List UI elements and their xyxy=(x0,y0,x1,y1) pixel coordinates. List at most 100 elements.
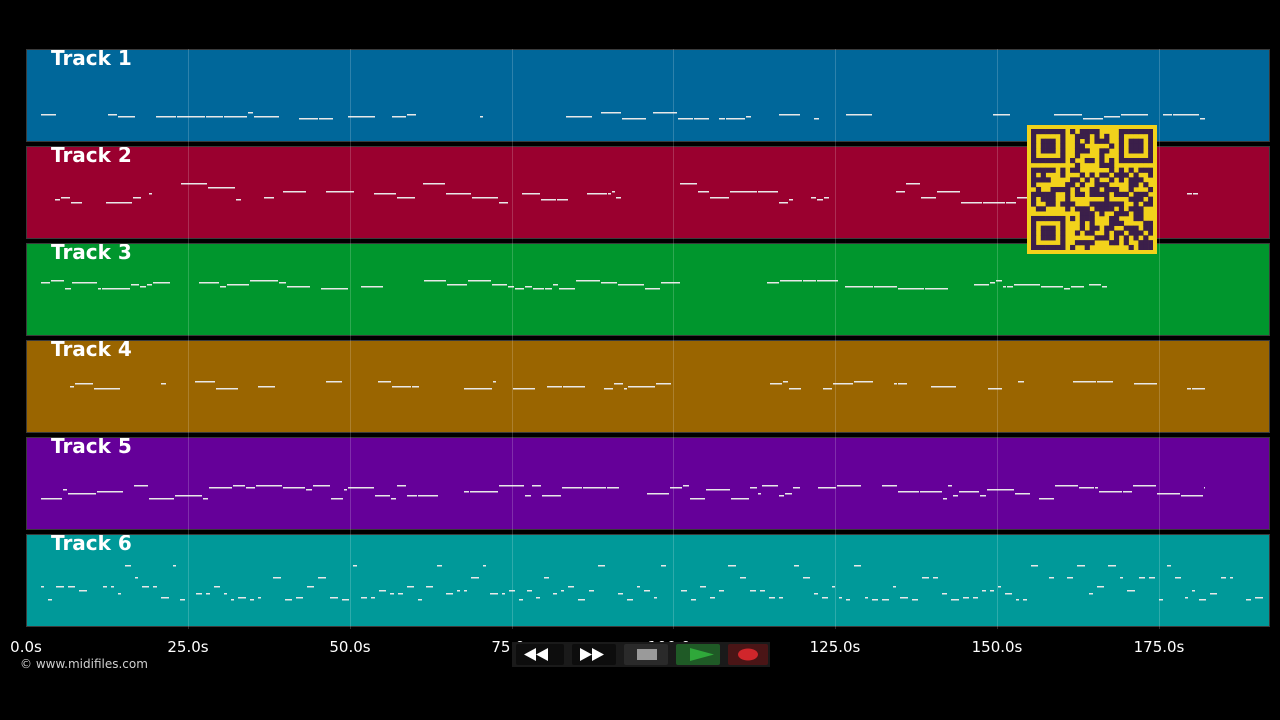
note xyxy=(326,381,342,383)
note xyxy=(612,191,615,193)
note xyxy=(980,495,986,497)
track-lane-6: Track 6 xyxy=(26,534,1270,627)
note xyxy=(374,193,396,195)
note xyxy=(175,495,202,497)
note xyxy=(769,597,775,599)
note xyxy=(779,114,800,116)
note xyxy=(563,386,585,388)
note xyxy=(653,112,677,114)
note xyxy=(731,498,749,500)
note xyxy=(618,593,623,595)
note xyxy=(598,565,605,567)
note xyxy=(321,288,348,290)
note xyxy=(922,577,929,579)
note xyxy=(694,118,709,120)
note xyxy=(719,118,725,120)
record-button[interactable] xyxy=(728,644,768,665)
note xyxy=(256,485,282,487)
note xyxy=(536,597,540,599)
note xyxy=(817,199,823,201)
note xyxy=(578,599,585,601)
note xyxy=(1083,118,1103,120)
note xyxy=(1097,586,1104,588)
note xyxy=(726,118,745,120)
note xyxy=(51,280,64,282)
track-notes xyxy=(41,565,1263,601)
track-label: Track 6 xyxy=(51,534,132,555)
note xyxy=(750,590,756,592)
note xyxy=(942,593,947,595)
note xyxy=(1099,491,1122,493)
note xyxy=(933,577,938,579)
note xyxy=(206,116,223,118)
note xyxy=(1255,597,1263,599)
note xyxy=(264,197,274,199)
note xyxy=(206,593,210,595)
note xyxy=(1210,593,1217,595)
note xyxy=(1134,383,1157,385)
note xyxy=(180,599,185,601)
track-label: Track 4 xyxy=(51,340,132,361)
note xyxy=(525,495,531,497)
note xyxy=(509,590,515,592)
note xyxy=(982,590,986,592)
gridline xyxy=(512,49,513,629)
note xyxy=(108,114,117,116)
note xyxy=(576,280,600,282)
note xyxy=(254,116,279,118)
note xyxy=(882,485,897,487)
note xyxy=(846,599,850,601)
note xyxy=(342,599,349,601)
fast-forward-button[interactable] xyxy=(572,644,616,665)
note xyxy=(1067,577,1073,579)
note xyxy=(63,489,67,491)
note xyxy=(1016,599,1019,601)
note xyxy=(41,498,62,500)
note xyxy=(233,485,245,487)
note xyxy=(424,280,446,282)
note xyxy=(423,183,445,185)
note xyxy=(133,197,141,199)
note xyxy=(998,586,1001,588)
note xyxy=(1064,288,1070,290)
rewind-button[interactable] xyxy=(516,644,564,665)
note xyxy=(307,586,314,588)
note xyxy=(173,565,176,567)
note xyxy=(331,498,343,500)
stop-button[interactable] xyxy=(624,644,668,665)
note xyxy=(227,284,249,286)
note xyxy=(874,286,897,288)
note xyxy=(587,193,607,195)
note xyxy=(1200,118,1205,120)
note xyxy=(390,593,394,595)
note xyxy=(102,288,130,290)
note xyxy=(499,202,508,204)
piano-roll: Track 1 Track 2 Track 3 Track 4 Track 5 … xyxy=(26,49,1270,629)
note xyxy=(607,487,619,489)
play-button[interactable] xyxy=(676,644,720,665)
note xyxy=(1005,593,1012,595)
note xyxy=(177,116,205,118)
note xyxy=(283,191,306,193)
note xyxy=(508,286,514,288)
time-tick: 50.0s xyxy=(329,638,371,656)
track-notes xyxy=(41,112,1205,120)
copyright-notice: © www.midifiles.com xyxy=(20,657,148,671)
note xyxy=(1108,565,1116,567)
note xyxy=(959,491,979,493)
note xyxy=(1246,599,1251,601)
note xyxy=(1230,577,1233,579)
note xyxy=(48,599,52,601)
note xyxy=(627,599,633,601)
note xyxy=(854,381,873,383)
note xyxy=(426,586,433,588)
note xyxy=(920,491,942,493)
note xyxy=(208,187,235,189)
note xyxy=(833,383,853,385)
note xyxy=(480,116,483,118)
note xyxy=(624,388,627,390)
note xyxy=(647,493,669,495)
note xyxy=(845,286,873,288)
note xyxy=(882,599,889,601)
note xyxy=(1049,577,1054,579)
